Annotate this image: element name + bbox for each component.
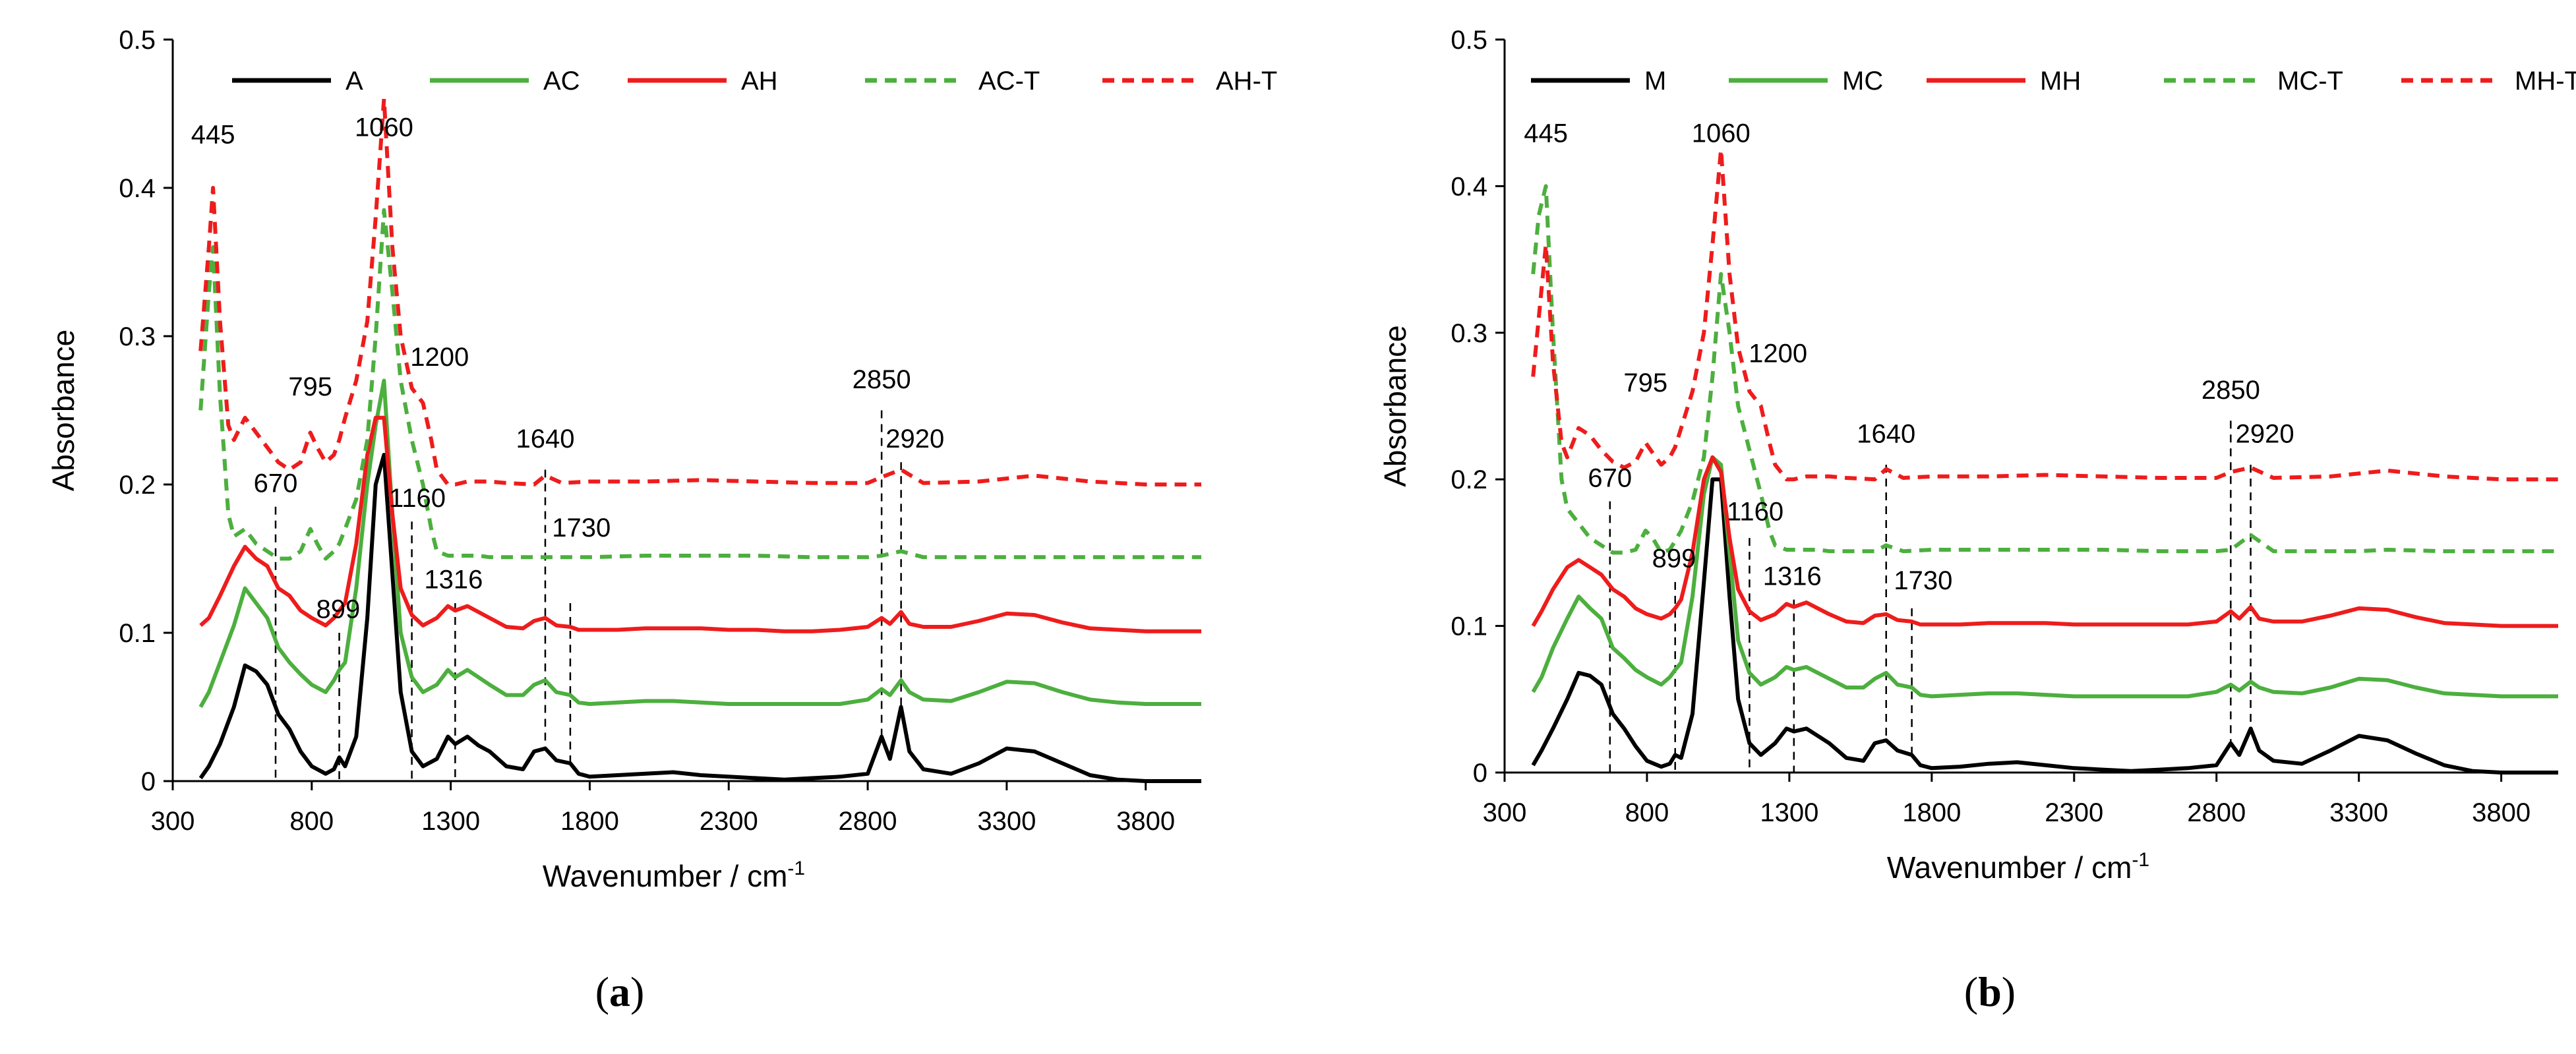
panel-label-b-letter: b: [1978, 968, 2002, 1015]
y-tick-label: 0.3: [1451, 319, 1487, 348]
series-line-ac-t: [198, 208, 1201, 561]
peak-label: 670: [1588, 463, 1632, 492]
peak-label: 1160: [1727, 497, 1783, 526]
y-tick-label: 0.4: [119, 174, 156, 203]
x-tick-label: 2800: [2187, 798, 2246, 827]
series-line-ah-t: [198, 97, 1201, 486]
legend-label-a: A: [345, 67, 363, 96]
x-tick-label: 1300: [421, 807, 480, 836]
y-tick-label: 0.1: [1451, 612, 1487, 641]
y-tick-label: 0.5: [119, 26, 156, 55]
x-axis-title-superscript: -1: [2132, 849, 2149, 871]
y-tick-label: 0.2: [1451, 465, 1487, 494]
legend-label-mc: MC: [1842, 67, 1883, 96]
series-line-a: [198, 453, 1201, 783]
x-tick-label: 300: [1483, 798, 1527, 827]
legend-label-ah: AH: [741, 67, 778, 96]
peak-label: 2850: [853, 365, 911, 394]
x-axis-title: Wavenumber / cm-1: [1887, 849, 2149, 885]
legend-label-mh: MH: [2040, 67, 2081, 96]
legend-label-ah-t: AH-T: [1216, 67, 1277, 96]
legend-label-ac: AC: [543, 67, 580, 96]
series-line-mc-t: [1531, 184, 2558, 555]
series-line-ah: [199, 415, 1201, 633]
y-tick-label: 0.5: [1451, 26, 1487, 55]
y-tick-label: 0.4: [1451, 172, 1487, 201]
x-axis-title: Wavenumber / cm-1: [543, 858, 805, 893]
peak-label: 795: [288, 372, 332, 401]
y-axis-title: Absorbance: [1378, 325, 1412, 487]
peak-label: 1160: [389, 484, 446, 513]
peak-label: 899: [1652, 544, 1696, 573]
y-tick-label: 0.1: [119, 619, 156, 648]
x-tick-label: 3800: [1116, 807, 1175, 836]
series-line-mc: [1531, 455, 2558, 699]
peak-label: 1640: [1857, 420, 1915, 449]
legend-label-ac-t: AC-T: [978, 67, 1040, 96]
panel-label-b: (b): [1963, 968, 2016, 1015]
chart-panel-a: 0 0.1 0.2 0.3 0.4 0.5 300 800 1300 1800 2300 2800 33…: [46, 26, 1277, 893]
series-line-mh-t: [1531, 147, 2558, 482]
series-line-m: [1531, 477, 2558, 775]
x-tick-label: 300: [151, 807, 195, 836]
y-axis-title: Absorbance: [46, 330, 80, 492]
x-tick-label: 2800: [839, 807, 897, 836]
peak-label: 1640: [516, 425, 574, 454]
y-tick-label: 0.3: [119, 322, 156, 351]
peak-label: 445: [191, 121, 235, 150]
peak-label: 445: [1524, 119, 1568, 148]
x-tick-label: 1800: [1902, 798, 1961, 827]
peak-label: 1200: [410, 343, 469, 372]
y-tick-label: 0: [1473, 759, 1487, 788]
peak-label: 899: [316, 595, 360, 624]
legend-label-mc-t: MC-T: [2277, 67, 2343, 96]
peak-label: 2850: [2202, 376, 2260, 405]
x-axis-title-main: Wavenumber / cm: [1887, 850, 2132, 885]
x-tick-label: 800: [289, 807, 334, 836]
y-tick-label: 0.2: [119, 471, 156, 500]
x-axis-title-superscript: -1: [787, 858, 805, 879]
legend-label-mh-t: MH-T: [2515, 67, 2576, 96]
y-tick-label: 0: [141, 767, 156, 796]
peak-label: 1060: [1692, 119, 1751, 148]
x-tick-label: 2300: [700, 807, 758, 836]
legend-label-m: M: [1644, 67, 1666, 96]
peak-label: 1730: [1894, 566, 1952, 595]
peak-label: 1730: [552, 513, 611, 542]
peak-label: 670: [254, 469, 298, 498]
series-line-mh: [1531, 455, 2558, 628]
x-tick-label: 1300: [1760, 798, 1818, 827]
series-line-ac: [198, 378, 1201, 708]
peak-label: 1060: [355, 113, 413, 142]
x-tick-label: 3300: [2329, 798, 2388, 827]
x-tick-label: 2300: [2045, 798, 2103, 827]
peak-label: 1200: [1749, 339, 1807, 368]
panel-label-a: (a): [595, 968, 645, 1015]
panel-label-a-letter: a: [609, 968, 630, 1015]
peak-label: 2920: [885, 425, 944, 454]
chart-panel-b: 0 0.1 0.2 0.3 0.4 0.5 300 800 1300 1800 2300 2800 33…: [1378, 26, 2576, 885]
peak-label: 2920: [2236, 420, 2294, 449]
peak-label: 1316: [424, 566, 483, 595]
peak-label: 1316: [1763, 562, 1822, 591]
x-tick-label: 1800: [560, 807, 619, 836]
x-tick-label: 3800: [2472, 798, 2531, 827]
peak-label: 795: [1623, 368, 1667, 397]
x-tick-label: 800: [1625, 798, 1669, 827]
x-axis-title-main: Wavenumber / cm: [543, 859, 788, 893]
x-tick-label: 3300: [977, 807, 1036, 836]
